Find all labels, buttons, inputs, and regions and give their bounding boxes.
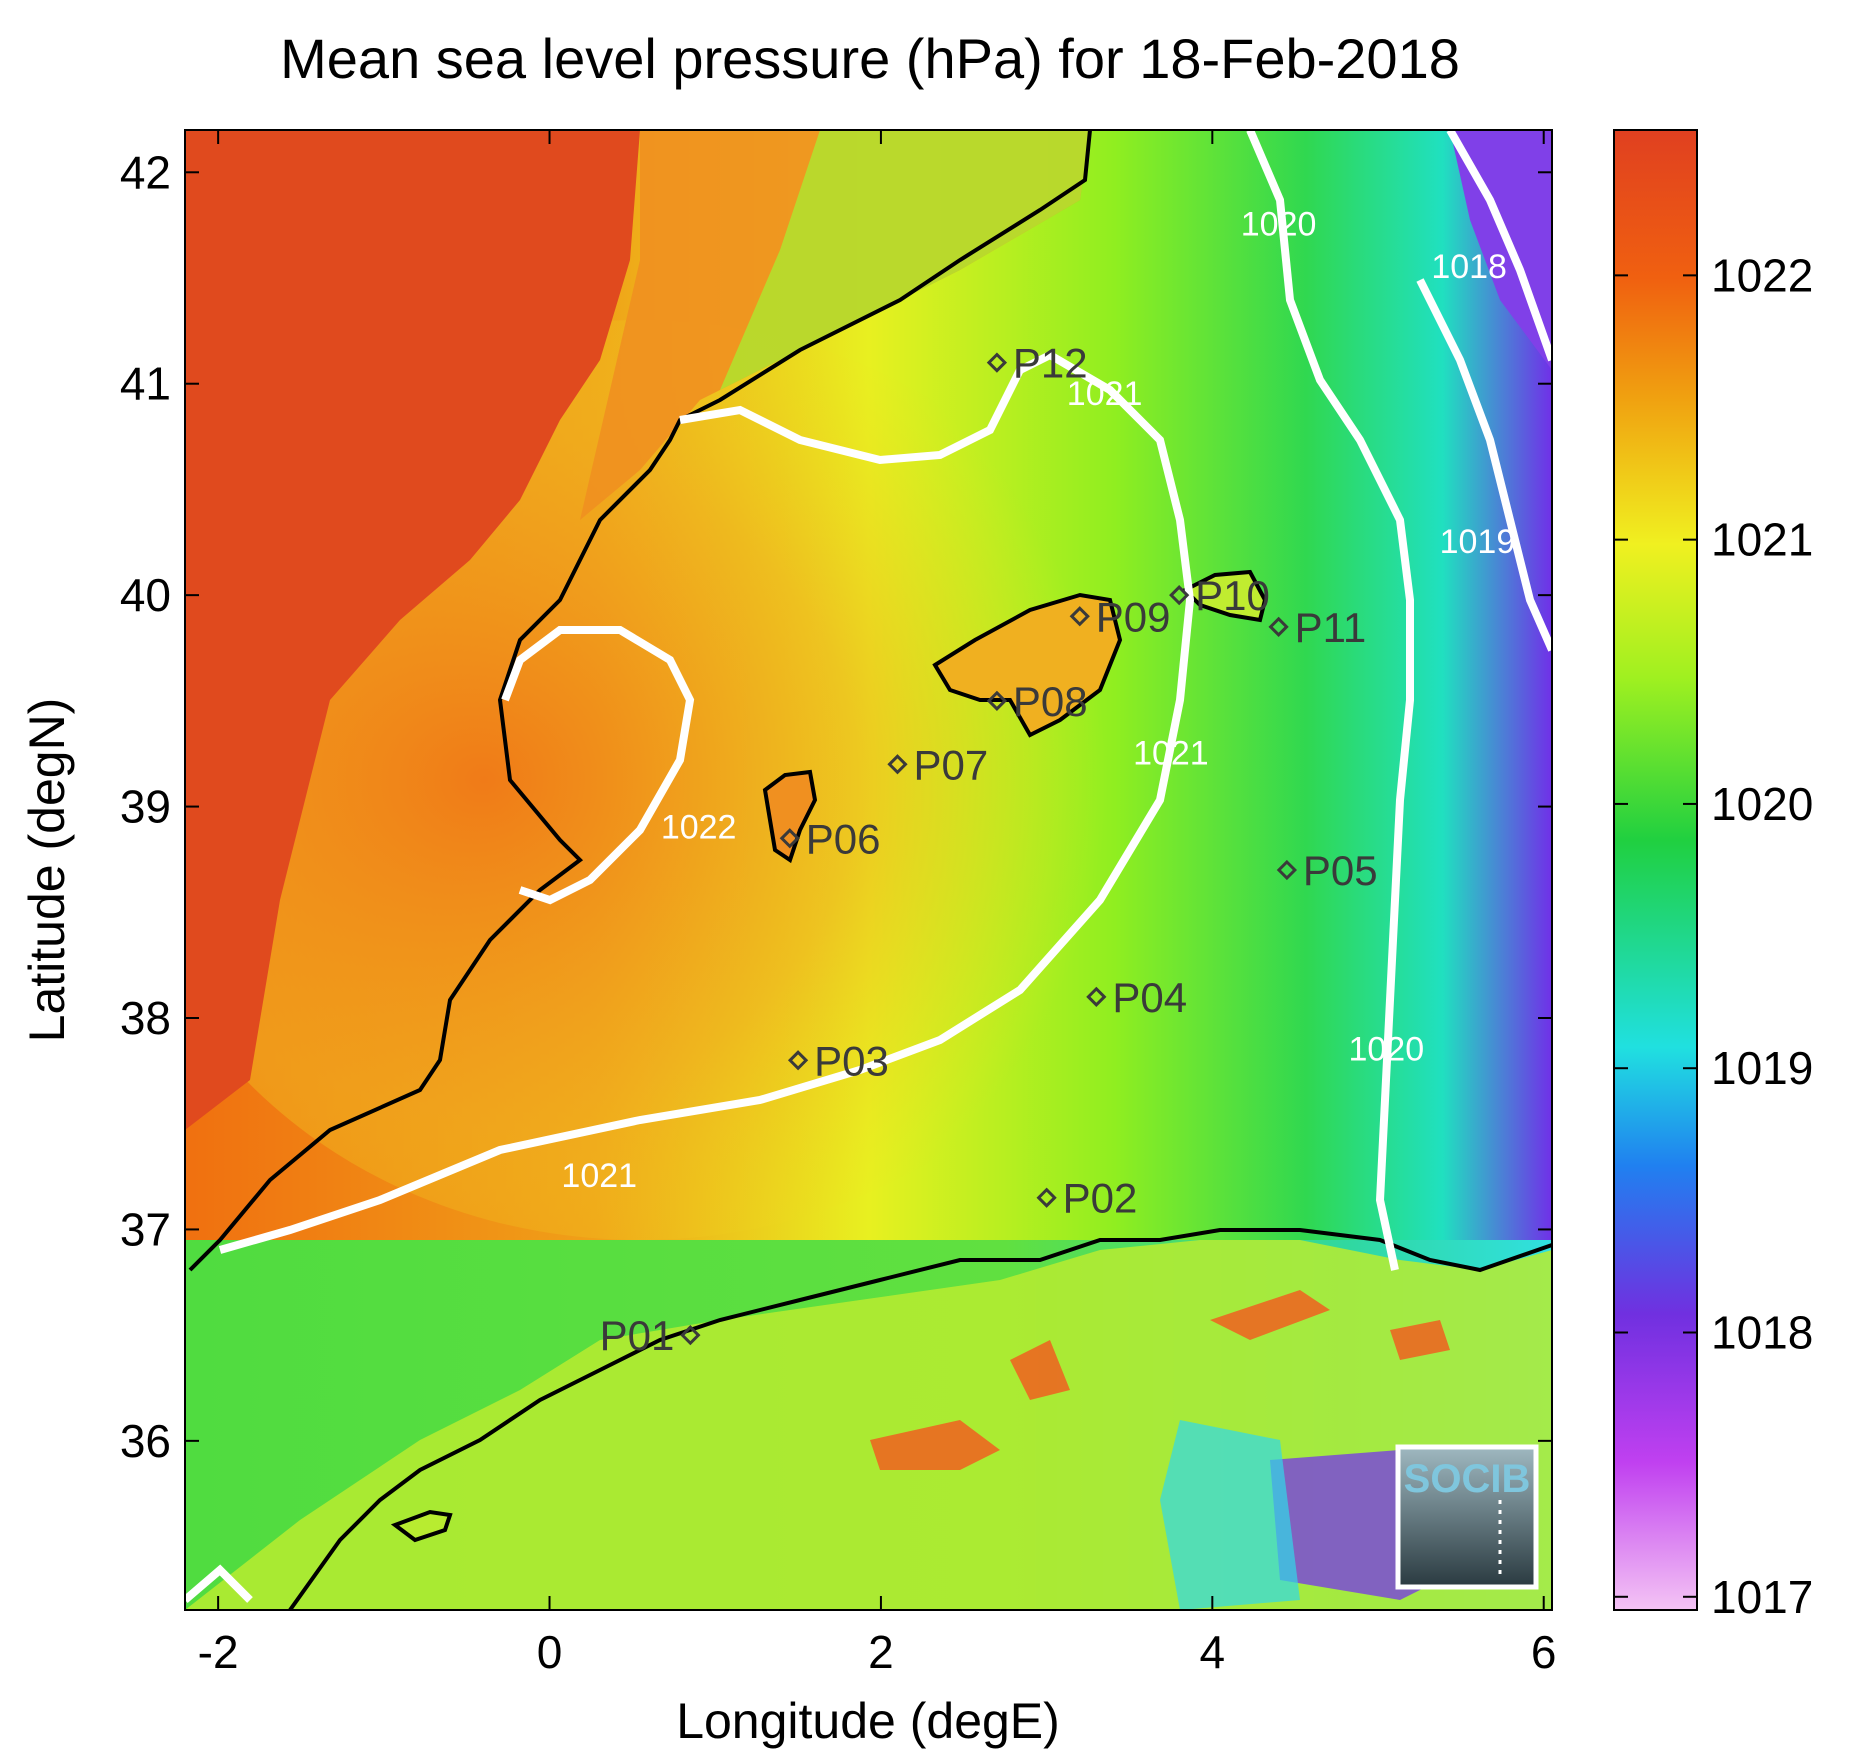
colorbar-tick-label: 1019 [1711, 1042, 1813, 1094]
iberia-land [185, 130, 640, 1130]
station-marker [887, 754, 908, 775]
contour-label: 1022 [661, 808, 737, 846]
station-marker [680, 1325, 701, 1346]
station-label: P11 [1295, 604, 1367, 651]
x-tick-label: -2 [198, 1626, 239, 1678]
y-axis-ticks: 36 37 38 39 40 41 42 [120, 146, 1552, 1467]
contour-1022-sw [185, 1564, 253, 1604]
y-tick-label: 42 [120, 146, 171, 198]
y-tick-label: 41 [120, 358, 171, 410]
african-coastline [288, 1228, 1552, 1610]
station-label: P03 [814, 1037, 889, 1084]
colorbar [1613, 129, 1698, 1611]
station-marker [1086, 986, 1107, 1007]
station-marker [1268, 616, 1289, 637]
station-marker [779, 828, 800, 849]
station-label: P06 [806, 815, 881, 862]
contour-1020 [1246, 130, 1414, 1271]
ibiza-island [762, 769, 818, 864]
x-axis-ticks: -2 0 2 4 6 [198, 130, 1557, 1678]
colorbar-ticks: 1017 1018 1019 1020 1021 1022 [1614, 249, 1813, 1623]
y-tick-label: 39 [120, 781, 171, 833]
contour-label: 1019 [1440, 523, 1516, 561]
pressure-contours [185, 130, 1552, 1604]
colorbar-tick-label: 1021 [1711, 514, 1813, 566]
colorbar-tick-label: 1020 [1711, 778, 1813, 830]
y-tick-label: 37 [120, 1203, 171, 1255]
y-tick-label: 38 [120, 992, 171, 1044]
contour-1018 [1446, 130, 1552, 362]
map-frame [184, 129, 1553, 1611]
station-label: P08 [1013, 678, 1088, 725]
mallorca-island [932, 592, 1123, 738]
station-marker [1036, 1187, 1057, 1208]
map-field [185, 130, 1552, 1610]
contour-1022 [501, 626, 695, 905]
menorca-island [1181, 569, 1268, 623]
station-label: P07 [913, 741, 988, 788]
ne-low-corner [1450, 130, 1552, 370]
station-label: P02 [1063, 1175, 1138, 1222]
socib-logo: SOCIB [1395, 1444, 1539, 1590]
chart-title: Mean sea level pressure (hPa) for 18-Feb… [280, 27, 1460, 90]
iberian-coastline [188, 130, 1092, 1272]
africa-warm-patches [870, 1290, 1450, 1470]
station-marker [1169, 585, 1190, 606]
x-tick-label: 4 [1200, 1626, 1226, 1678]
y-axis-label: Latitude (degN) [19, 698, 75, 1043]
catalonia-coast-green [720, 130, 1090, 390]
station-marker [1276, 859, 1298, 881]
contour-label: 1018 [1431, 248, 1507, 286]
station-label: P12 [1013, 340, 1088, 387]
x-tick-label: 0 [537, 1626, 563, 1678]
contour-1019 [1416, 278, 1552, 652]
colorbar-tick-label: 1017 [1711, 1571, 1813, 1623]
contour-label: 1021 [1067, 375, 1143, 413]
contour-labels: 1022 1021 1021 1021 1020 1020 1019 1018 [561, 206, 1515, 1195]
station-label: P04 [1112, 974, 1187, 1021]
y-tick-label: 36 [120, 1415, 171, 1467]
x-tick-label: 6 [1531, 1626, 1557, 1678]
contour-label: 1021 [561, 1157, 637, 1195]
station-label: P05 [1303, 847, 1378, 894]
station-marker [787, 1050, 809, 1071]
station-label: P01 [600, 1312, 675, 1359]
y-tick-label: 40 [120, 569, 171, 621]
station-label: P09 [1096, 593, 1171, 640]
africa-cyan-patch [1160, 1420, 1300, 1610]
alboran-island [390, 1509, 453, 1543]
contour-label: 1020 [1241, 206, 1317, 244]
x-axis-label: Longitude (degE) [676, 1693, 1060, 1749]
station-marker [986, 690, 1008, 711]
socib-logo-text: SOCIB [1404, 1457, 1531, 1501]
station-marker [1069, 606, 1090, 627]
colorbar-tick-label: 1018 [1711, 1307, 1813, 1359]
colorbar-tick-label: 1022 [1711, 249, 1813, 301]
contour-label: 1021 [1133, 734, 1209, 772]
station-marker [986, 352, 1008, 373]
x-tick-label: 2 [868, 1626, 894, 1678]
contour-1021-north [218, 350, 1195, 1254]
station-label: P10 [1195, 572, 1270, 619]
contour-label: 1020 [1348, 1030, 1424, 1068]
